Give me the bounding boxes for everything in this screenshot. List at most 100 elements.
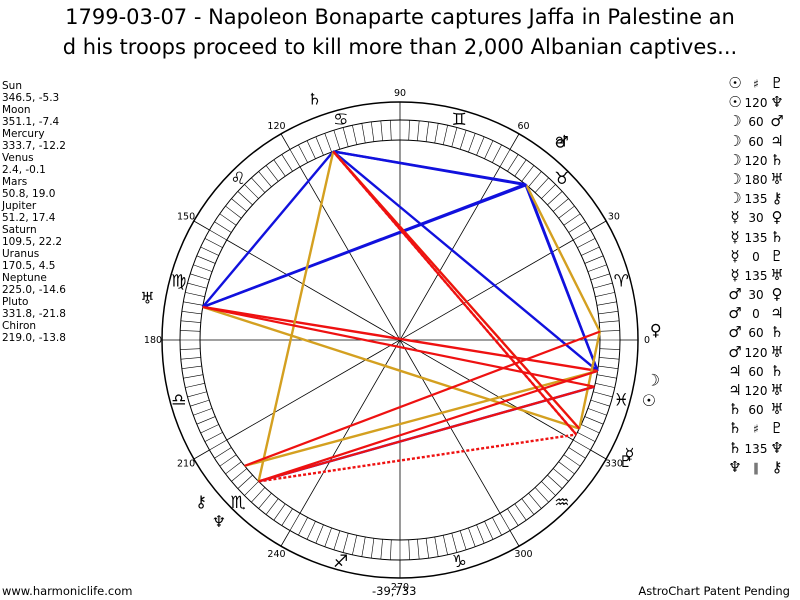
degree-tick xyxy=(442,535,448,555)
degree-tick xyxy=(219,213,237,226)
degree-tick xyxy=(599,320,620,323)
degree-tick xyxy=(590,399,610,407)
aspect-symbol: 135 xyxy=(744,192,768,207)
degree-tick xyxy=(568,447,586,459)
aspect-line xyxy=(257,151,335,482)
aspect-row: ♄ 60 ♅ xyxy=(726,400,786,419)
degree-tick xyxy=(417,120,420,141)
aspect-symbol: 0 xyxy=(752,307,760,322)
degree-tick xyxy=(541,184,556,199)
zodiac-sign-glyph: ♎ xyxy=(171,390,186,410)
aspect-row: ♄ ♯ ♇ xyxy=(726,419,786,438)
aspect-line xyxy=(244,330,601,467)
aspect-planet-2: ♅ xyxy=(770,342,784,361)
aspect-planet-2: ♅ xyxy=(770,400,784,419)
aspect-row: ☿ 0 ♇ xyxy=(726,247,786,266)
degree-tick xyxy=(581,246,600,256)
degree-tick xyxy=(380,120,383,141)
aspect-row: ♄ 135 ♆ xyxy=(726,439,786,458)
aspect-symbol: 180 xyxy=(744,172,768,187)
degree-tick xyxy=(563,213,581,226)
degree-tick xyxy=(181,310,202,315)
chart-number: -39,733 xyxy=(372,584,417,598)
degree-tick xyxy=(593,391,613,398)
degree-label: 180 xyxy=(144,335,162,346)
planet-glyph: ♅ xyxy=(140,289,154,308)
aspect-line xyxy=(258,385,595,483)
planet-name: Pluto xyxy=(2,296,29,308)
degree-tick xyxy=(408,539,410,560)
degree-tick xyxy=(251,177,266,193)
degree-tick xyxy=(342,533,349,553)
degree-tick xyxy=(298,144,308,163)
degree-tick xyxy=(476,136,485,156)
planet-position: 346.5, -5.3 xyxy=(2,92,60,104)
degree-tick xyxy=(306,521,316,540)
degree-tick xyxy=(180,330,201,332)
aspect-row: ☽ 135 ⚷ xyxy=(726,189,786,208)
degree-label: 0 xyxy=(644,335,650,346)
chart-title-line-2: d his troops proceed to kill more than 2… xyxy=(62,35,738,59)
degree-tick xyxy=(324,133,332,153)
zodiac-sign-glyph: ♈ xyxy=(614,272,629,292)
degree-label: 60 xyxy=(517,121,529,132)
degree-tick xyxy=(492,144,502,163)
zodiac-sign-glyph: ♑ xyxy=(452,552,467,572)
degree-tick xyxy=(577,238,596,248)
sign-divider xyxy=(509,133,520,150)
website-link[interactable]: www.harmoniclife.com xyxy=(2,584,133,598)
degree-tick xyxy=(484,140,494,159)
aspect-planet-2: ♇ xyxy=(770,74,784,92)
chart-title-line-1: 1799-03-07 - Napoleon Bonaparte captures… xyxy=(65,5,735,29)
degree-tick xyxy=(273,159,286,177)
degree-tick xyxy=(289,513,301,531)
degree-tick xyxy=(584,255,604,264)
degree-tick xyxy=(265,165,279,182)
aspect-planet-2: ♄ xyxy=(770,150,784,169)
planet-name: Uranus xyxy=(2,248,40,260)
planet-position: 351.1, -7.4 xyxy=(2,116,60,128)
aspect-symbol: 135 xyxy=(744,268,768,283)
degree-tick xyxy=(476,524,485,544)
sign-divider xyxy=(590,220,607,231)
aspect-symbol: 60 xyxy=(748,134,764,149)
aspect-planet-1: ☽ xyxy=(728,150,742,169)
degree-tick xyxy=(187,391,207,398)
aspect-planet-2: ♅ xyxy=(770,265,784,284)
degree-tick xyxy=(514,503,527,521)
degree-tick xyxy=(573,229,591,241)
zodiac-sign-glyph: ♒ xyxy=(554,493,569,513)
planet-glyph: ☽ xyxy=(646,371,660,390)
aspect-line xyxy=(332,150,599,372)
sign-divider xyxy=(193,449,210,460)
degree-tick xyxy=(244,184,259,199)
degree-tick xyxy=(547,474,563,489)
degree-tick xyxy=(244,481,259,496)
degree-tick xyxy=(599,348,620,350)
aspect-line xyxy=(332,150,581,430)
aspect-row: ☽ 60 ♂ xyxy=(726,112,786,131)
aspect-line xyxy=(578,331,601,429)
degree-tick xyxy=(273,503,286,521)
degree-label: 240 xyxy=(267,549,285,560)
planet-name: Sun xyxy=(2,80,22,92)
aspect-row: ♂ 60 ♄ xyxy=(726,323,786,342)
aspect-symbol: ∥ xyxy=(753,460,759,475)
aspect-line xyxy=(525,184,601,333)
planet-position: 331.8, -21.8 xyxy=(2,308,66,320)
aspect-symbol: 60 xyxy=(748,364,764,379)
degree-tick xyxy=(434,536,439,557)
aspect-planet-1: ♄ xyxy=(728,419,742,438)
aspect-planet-2: ⚷ xyxy=(771,189,783,208)
planet-position: 170.5, 4.5 xyxy=(2,260,56,272)
degree-tick xyxy=(352,125,358,145)
degree-tick xyxy=(528,171,542,187)
degree-tick xyxy=(459,530,467,550)
degree-tick xyxy=(190,399,210,407)
degree-tick xyxy=(204,238,223,248)
aspect-symbol: 0 xyxy=(752,249,760,264)
degree-tick xyxy=(595,292,615,298)
degree-tick xyxy=(425,121,430,142)
degree-tick xyxy=(258,171,272,187)
